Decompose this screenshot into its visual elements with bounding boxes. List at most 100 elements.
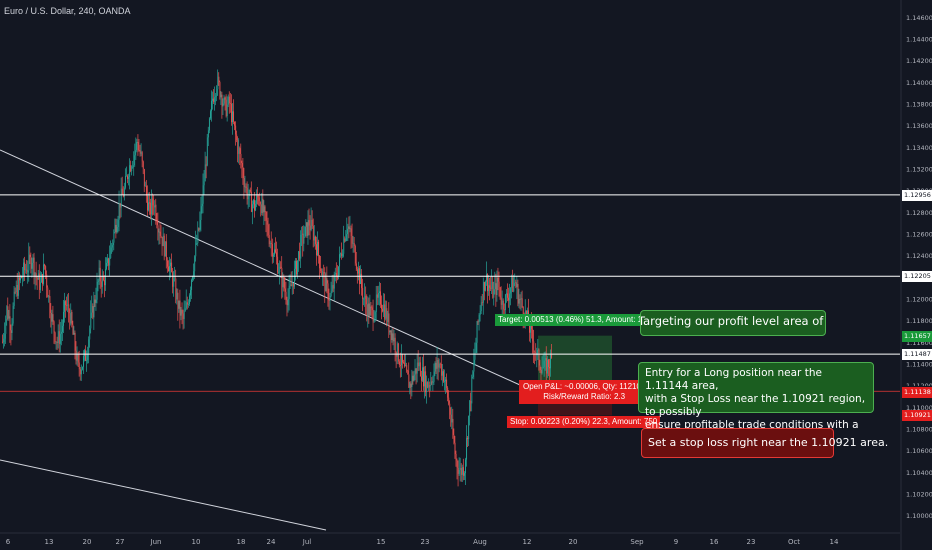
candle-body [253, 200, 254, 205]
candle-body [153, 205, 155, 208]
candle-body [409, 383, 411, 388]
y-tick-label: 1.12400 [906, 252, 932, 260]
candle-body [173, 278, 175, 287]
candle-body [522, 306, 524, 318]
candle-body [489, 285, 491, 288]
candle-body [310, 219, 312, 231]
candle-body [414, 368, 416, 375]
candle-body [368, 303, 370, 316]
candle-body [278, 272, 280, 273]
candles [2, 69, 553, 487]
candle-body [459, 468, 461, 471]
candle-body [435, 362, 437, 369]
candle-body [194, 256, 196, 272]
candle-body [345, 234, 347, 242]
candle-body [140, 152, 142, 154]
candle-body [373, 318, 375, 322]
candle-body [239, 148, 241, 154]
candle-body [39, 273, 40, 291]
candle-body [191, 279, 193, 291]
candle-body [116, 226, 118, 233]
candle-body [217, 76, 219, 90]
candle-body [86, 359, 88, 361]
candle-body [62, 325, 63, 332]
candle-body [422, 367, 423, 381]
candle-body [75, 350, 77, 361]
candle-body [444, 381, 445, 383]
candle-body [166, 241, 167, 261]
candle-body [197, 228, 199, 243]
candle-body [329, 295, 331, 301]
candle-body [390, 330, 392, 341]
x-tick-label: Oct [788, 538, 800, 546]
candle-body [339, 254, 341, 267]
candle-body [200, 206, 202, 220]
candle-body [431, 381, 433, 383]
y-tick-label: 1.12600 [906, 231, 932, 239]
candle-body [233, 111, 235, 122]
candle-body [460, 468, 462, 475]
candle-body [454, 442, 456, 455]
candle-body [49, 296, 51, 313]
candle-body [521, 298, 523, 307]
candle-body [188, 303, 189, 305]
candle-body [208, 130, 209, 138]
candle-body [498, 281, 500, 288]
candle-body [295, 261, 296, 269]
candle-body [93, 299, 95, 318]
candle-body [305, 222, 307, 227]
candle-body [94, 299, 96, 303]
candle-body [447, 387, 449, 398]
note-entry: Entry for a Long position near the 1.111… [638, 362, 874, 444]
candle-body [467, 437, 469, 440]
candle-body [170, 262, 172, 267]
candle-body [218, 76, 220, 83]
candle-body [413, 374, 415, 381]
candle-body [22, 275, 24, 278]
candle-body [18, 277, 19, 296]
candle-body [455, 454, 457, 461]
candle-body [507, 293, 508, 298]
candle-body [372, 309, 374, 322]
candle-body [282, 277, 284, 288]
candle-body [246, 187, 248, 200]
candle-body [250, 189, 251, 192]
y-tick-label: 1.10600 [906, 447, 932, 455]
candle-body [494, 283, 496, 290]
candle-body [223, 97, 225, 104]
candle-body [267, 224, 269, 236]
candle-body [204, 164, 206, 182]
candle-body [360, 273, 362, 285]
candle-body [160, 235, 162, 237]
y-tick-label: 1.14000 [906, 79, 932, 87]
candle-body [241, 162, 243, 168]
candle-body [316, 244, 317, 256]
candle-body [485, 281, 486, 291]
candle-body [11, 323, 13, 333]
price-tag: 1.10921 [902, 410, 932, 422]
candle-body [176, 292, 178, 300]
candle-body [61, 331, 62, 334]
candle-body [477, 321, 479, 323]
candle-body [109, 258, 111, 266]
candle-body [286, 300, 288, 306]
candle-body [19, 277, 20, 281]
candle-body [420, 362, 421, 377]
candle-body [306, 222, 308, 236]
candle-body [110, 247, 112, 259]
candle-body [81, 369, 82, 375]
candle-body [171, 262, 173, 273]
candle-body [506, 293, 507, 295]
candle-body [315, 236, 316, 245]
candle-body [28, 254, 30, 271]
candle-body [141, 152, 143, 162]
y-tick-label: 1.14200 [906, 57, 932, 65]
time-axis[interactable]: 6 13 20 27 Jun 10 18 24 Jul 15 23 Aug 12 20 Sep 9 16 23 Oc… [0, 532, 900, 546]
candle-body [129, 165, 131, 178]
candle-body [486, 274, 487, 282]
candle-body [364, 295, 366, 299]
candle-body [237, 140, 239, 154]
candle-body [47, 287, 49, 298]
candle-body [42, 274, 43, 284]
